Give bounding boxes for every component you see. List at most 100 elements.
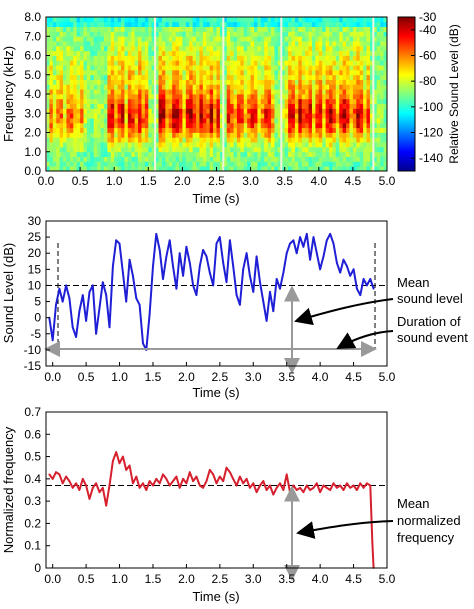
spectrogram-cell [216,146,221,153]
spectrogram-cell [59,98,64,105]
spectrogram-cell [49,98,54,105]
spectrogram-cell [359,118,364,124]
spectrogram-cell [356,60,361,66]
spectrogram-cell [59,89,64,95]
spectrogram-cell [56,118,61,124]
spectrogram-cell [192,26,197,32]
spectrogram-cell [322,132,327,138]
spectrogram-cell [121,17,125,23]
spectrogram-cell [219,69,224,76]
spectrogram-cell [240,161,245,167]
spectrogram-cell [196,79,200,85]
spectrogram-cell [165,151,170,157]
spectrogram-cell [192,142,197,148]
spectrogram-cell [298,166,303,172]
spectrogram-cell [260,89,265,95]
spectrogram-cell [346,17,350,23]
spectrogram-cell [281,142,286,148]
spectrogram-cell [254,108,258,114]
normalized-frequency-point [51,478,54,480]
spectrogram-cell [342,17,347,23]
spectrogram-cell [93,161,98,167]
spectrogram-cell [209,17,214,23]
spectrogram-cell [185,26,190,32]
spectrogram-cell [315,122,320,129]
normalized-frequency-point [292,484,295,487]
spectrogram-cell [250,89,255,95]
spectrogram-cell [257,122,262,129]
spectrogram-cell [185,60,190,66]
spectrogram-cell [346,55,350,61]
spectrogram-cell [264,161,269,167]
normalized-frequency-point [349,486,352,489]
spectrogram-cell [73,89,78,95]
normalized-frequency-point [285,473,288,476]
spectrogram-cell [158,127,163,133]
spectrogram-cell [301,142,306,148]
spectrogram-cell [243,84,248,90]
spectrogram-cell [274,50,279,56]
spectrogram-cell [271,89,275,95]
spectrogram-cell [110,55,115,61]
spectrogram-cell [52,98,57,105]
spectrogram-cell [66,98,71,105]
spectrogram-cell [185,69,190,76]
spectrogram-cell [209,84,214,90]
spectrogram-cell [100,74,105,80]
spectrogram-cell [56,65,61,71]
spectrogram-cell [247,89,251,95]
spectrogram-cell [107,146,112,153]
spectrogram-cell [127,31,132,37]
spectrogram-cell [359,55,364,61]
spectrogram-cell [376,118,381,124]
spectrogram-cell [383,161,388,167]
spectrogram-cell [380,132,384,138]
spectrogram-cell [359,17,364,23]
spectrogram-cell [189,166,194,172]
spectrogram-cell [291,94,296,100]
spectrogram-cell [100,50,105,56]
spectrogram-cell [121,74,125,80]
spectrogram-cell [168,41,173,47]
spectrogram-cell [219,79,224,85]
spectrogram-cell [172,50,176,56]
spectrogram-cell [230,60,234,66]
spectrogram-cell [168,108,173,114]
spectrogram-cell [213,65,217,71]
spectrogram-cell [305,142,309,148]
sound-level-point [242,268,245,271]
normalized-frequency-point [112,460,114,462]
spectrogram-cell [230,55,234,61]
spectrogram-cell [369,36,374,42]
sound-level-point [235,294,238,296]
sound-level-point [68,297,71,300]
spectrogram-cell [52,137,57,143]
spectrogram-cell [158,84,163,90]
spectrogram-cell [281,55,286,61]
spectrogram-cell [189,36,194,42]
spectrogram-cell [271,122,275,129]
spectrogram-cell [318,118,323,124]
spectrogram-cell [52,50,57,56]
sound-level-point [356,287,358,290]
spectrogram-cell [216,113,221,119]
spectrogram-cell [121,79,125,85]
spectrogram-cell [165,21,170,28]
spectrogram-cell [178,146,183,153]
spectrogram-cell [291,161,296,167]
spectrogram-cell [257,50,262,56]
spectrogram-cell [100,132,105,138]
spectrogram-cell [284,79,289,85]
spectrogram-cell [178,94,183,100]
spectrogram-cell [216,69,221,76]
spectrogram-cell [318,89,323,95]
spectrogram-cell [322,31,327,37]
spectrogram-cell [148,89,153,95]
spectrogram-cell [322,113,327,119]
spectrogram-cell [134,89,139,95]
spectrogram-cell [80,166,84,172]
spectrogram-cell [264,45,269,52]
spectrogram-cell [383,98,388,105]
sound-level-point [332,242,335,245]
spectrogram-cell [83,98,88,105]
